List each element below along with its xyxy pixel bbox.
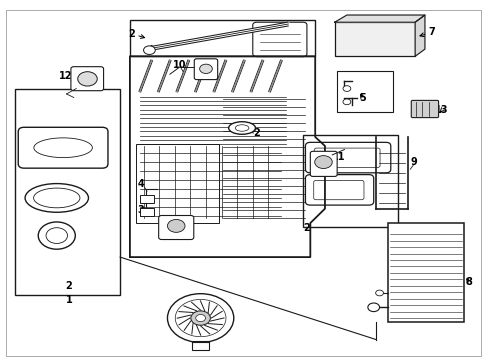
Text: 10: 10 xyxy=(173,60,186,70)
FancyBboxPatch shape xyxy=(410,100,438,118)
Circle shape xyxy=(78,72,97,86)
Bar xyxy=(191,341,209,350)
Bar xyxy=(140,208,154,216)
Circle shape xyxy=(375,290,383,296)
Text: 2: 2 xyxy=(303,224,309,233)
Text: 5: 5 xyxy=(358,93,365,103)
Text: 11: 11 xyxy=(319,152,345,163)
FancyBboxPatch shape xyxy=(71,67,103,91)
Polygon shape xyxy=(130,56,325,257)
FancyBboxPatch shape xyxy=(158,216,193,239)
Circle shape xyxy=(167,294,233,342)
Circle shape xyxy=(190,311,210,325)
Circle shape xyxy=(342,86,350,91)
Polygon shape xyxy=(414,15,424,56)
Bar xyxy=(136,144,219,223)
Circle shape xyxy=(167,220,184,232)
Text: 7: 7 xyxy=(419,27,435,37)
Circle shape xyxy=(199,64,212,73)
Circle shape xyxy=(342,99,350,105)
Text: 9: 9 xyxy=(409,157,416,167)
Text: 6: 6 xyxy=(176,227,183,237)
FancyBboxPatch shape xyxy=(310,151,336,176)
Circle shape xyxy=(195,315,205,321)
Text: 14: 14 xyxy=(193,341,207,351)
Bar xyxy=(336,71,392,112)
Polygon shape xyxy=(334,15,424,22)
Circle shape xyxy=(314,156,331,168)
Text: 8: 8 xyxy=(465,277,471,287)
Bar xyxy=(303,135,397,226)
Text: 1: 1 xyxy=(65,295,72,305)
Bar xyxy=(334,22,414,56)
Text: 13: 13 xyxy=(434,105,448,115)
Text: 4: 4 xyxy=(138,179,144,189)
Bar xyxy=(140,195,154,203)
Bar xyxy=(387,223,463,321)
Bar xyxy=(130,21,315,56)
Bar xyxy=(15,89,120,295)
FancyBboxPatch shape xyxy=(194,59,217,80)
Circle shape xyxy=(143,46,155,54)
Ellipse shape xyxy=(228,122,255,134)
Text: 12: 12 xyxy=(59,71,75,81)
Text: 2: 2 xyxy=(250,129,260,138)
Circle shape xyxy=(367,303,379,312)
Text: 2: 2 xyxy=(128,29,144,39)
Text: 3: 3 xyxy=(138,206,144,216)
Text: 2: 2 xyxy=(65,281,72,291)
